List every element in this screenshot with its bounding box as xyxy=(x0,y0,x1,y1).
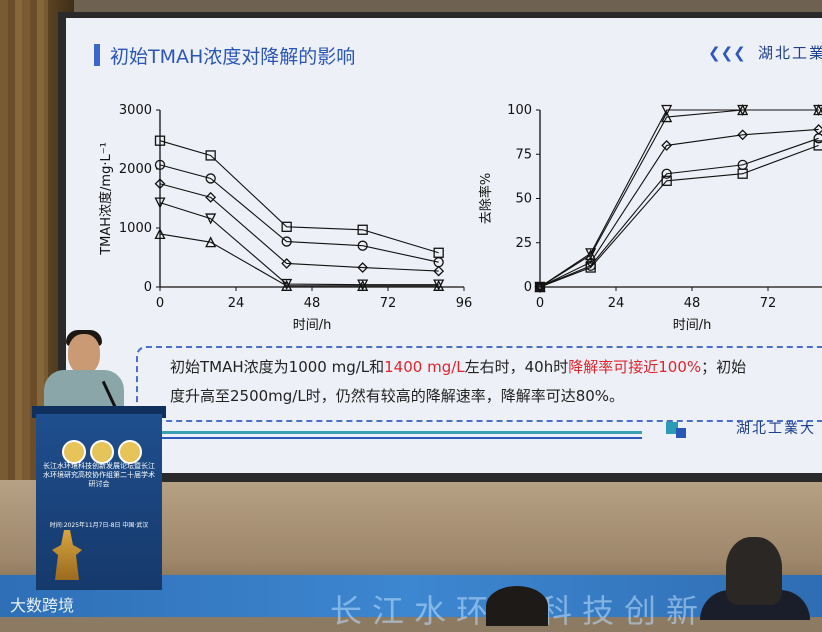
series-line xyxy=(539,137,819,288)
data-point-square xyxy=(661,175,672,186)
y-axis-label: TMAH浓度/mg·L⁻¹ xyxy=(98,142,114,256)
data-point-triangle-up xyxy=(357,279,369,291)
x-axis-label: 时间/h xyxy=(673,318,712,333)
x-tick-label: 0 xyxy=(536,296,544,311)
data-point-triangle-up xyxy=(154,227,166,240)
data-point-circle xyxy=(281,236,292,247)
y-tick-label: 0 xyxy=(524,280,532,295)
data-point-square xyxy=(154,135,166,146)
data-point-diamond xyxy=(737,129,749,141)
title-accent-bar xyxy=(94,44,100,66)
data-point-triangle-up xyxy=(534,281,546,293)
slide-title: 初始TMAH浓度对降解的影响 xyxy=(110,46,356,68)
audience-head xyxy=(486,586,548,626)
data-point-circle xyxy=(154,159,166,171)
data-point-triangle-up xyxy=(205,236,217,248)
y-tick-label: 75 xyxy=(515,147,532,162)
data-point-triangle-up xyxy=(737,104,749,116)
data-point-square xyxy=(357,224,368,235)
data-point-triangle-up xyxy=(813,104,822,116)
y-tick-label: 0 xyxy=(144,280,152,295)
seal-icon xyxy=(90,440,114,464)
data-point-diamond xyxy=(357,262,369,273)
y-axis-label: 去除率% xyxy=(478,173,494,224)
audience-head xyxy=(726,537,782,605)
university-logo-bottom: 湖北工業大 xyxy=(736,421,816,437)
projection-screen: 初始TMAH浓度对降解的影响 ❮❮❮ 湖北工業 0 24 48 72 96 0 1000 20… xyxy=(66,18,822,473)
data-point-triangle-down xyxy=(585,248,597,260)
data-point-diamond xyxy=(154,178,166,190)
data-point-square xyxy=(813,140,822,151)
watermark: 大数跨境 xyxy=(10,596,75,615)
decorative-line xyxy=(162,431,642,434)
data-point-square xyxy=(205,150,216,161)
series-line xyxy=(539,109,819,288)
x-axis-label: 时间/h xyxy=(293,318,332,333)
data-point-triangle-up xyxy=(433,279,445,291)
data-point-circle xyxy=(661,168,672,179)
data-point-triangle-down xyxy=(154,197,166,209)
removal-rate-chart: 0 24 48 72 0 25 50 75 100 时间/h 去除率% xyxy=(478,103,822,333)
y-tick-label: 50 xyxy=(515,192,532,207)
x-tick-label: 24 xyxy=(228,296,245,311)
data-point-circle xyxy=(737,159,748,171)
data-point-circle xyxy=(357,240,368,251)
university-logo: 湖北工業 xyxy=(757,44,822,62)
series-line xyxy=(539,144,819,288)
data-point-circle xyxy=(205,173,216,184)
conclusion-line-2: 度升高至2500mg/L时，仍然有较高的降解速率，降解率可达80%。 xyxy=(170,387,625,405)
series-line xyxy=(159,202,439,286)
data-point-diamond xyxy=(281,257,293,269)
x-tick-label: 72 xyxy=(380,296,397,311)
y-tick-label: 25 xyxy=(515,236,532,251)
y-tick-label: 3000 xyxy=(119,103,152,118)
x-tick-label: 24 xyxy=(608,296,625,311)
x-tick-label: 48 xyxy=(684,296,701,311)
decorative-square-2 xyxy=(676,428,686,438)
concentration-chart: 0 24 48 72 96 0 1000 2000 3000 时间/h TMAH浓度/mg·L⁻¹ xyxy=(98,103,473,333)
y-tick-label: 2000 xyxy=(119,162,152,177)
series-line xyxy=(159,140,439,254)
series-line xyxy=(159,233,439,287)
podium-title: 长江水环境科技创新发展论坛暨长江水环境研究高校协作组第二十届学术研讨会 xyxy=(43,462,155,488)
y-tick-label: 1000 xyxy=(119,221,152,236)
data-point-triangle-up xyxy=(585,249,597,261)
podium-date: 时间:2025年11月7日-8日 中国·武汉 xyxy=(49,522,149,529)
speaker-head xyxy=(68,334,100,374)
y-tick-label: 100 xyxy=(507,103,532,118)
data-point-diamond xyxy=(661,139,673,151)
x-tick-label: 0 xyxy=(156,296,164,311)
series-line xyxy=(159,164,439,263)
data-point-triangle-down xyxy=(661,104,673,116)
x-tick-label: 96 xyxy=(456,296,473,311)
series-line xyxy=(539,128,819,288)
decorative-line-2 xyxy=(162,437,642,439)
data-point-triangle-up xyxy=(661,111,673,123)
x-tick-label: 72 xyxy=(760,296,777,311)
seal-icon xyxy=(118,440,142,464)
data-point-triangle-up xyxy=(281,279,293,291)
seal-icon xyxy=(62,440,86,464)
data-point-square xyxy=(281,221,292,232)
data-point-diamond xyxy=(585,256,597,268)
data-point-diamond xyxy=(433,265,445,277)
x-tick-label: 48 xyxy=(304,296,321,311)
data-point-triangle-down xyxy=(205,213,217,225)
chevron-icon: ❮❮❮ xyxy=(708,44,746,62)
conclusion-box xyxy=(136,346,822,422)
decorative-square xyxy=(666,422,678,434)
conclusion-line-1: 初始TMAH浓度为1000 mg/L和1400 mg/L左右时，40h时降解率可… xyxy=(170,358,747,376)
data-point-diamond xyxy=(205,191,217,203)
series-line xyxy=(159,183,439,272)
